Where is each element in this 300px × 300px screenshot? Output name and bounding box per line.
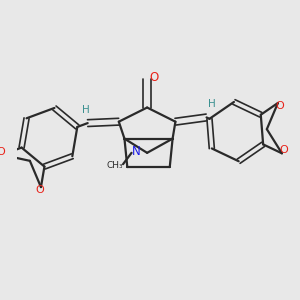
Text: O: O xyxy=(0,147,5,157)
Text: H: H xyxy=(208,99,216,109)
Text: O: O xyxy=(35,185,44,195)
Text: O: O xyxy=(279,146,288,155)
Text: H: H xyxy=(82,104,90,115)
Text: O: O xyxy=(275,101,284,111)
Text: N: N xyxy=(131,145,140,158)
Text: O: O xyxy=(150,71,159,84)
Text: CH₃: CH₃ xyxy=(106,161,123,170)
